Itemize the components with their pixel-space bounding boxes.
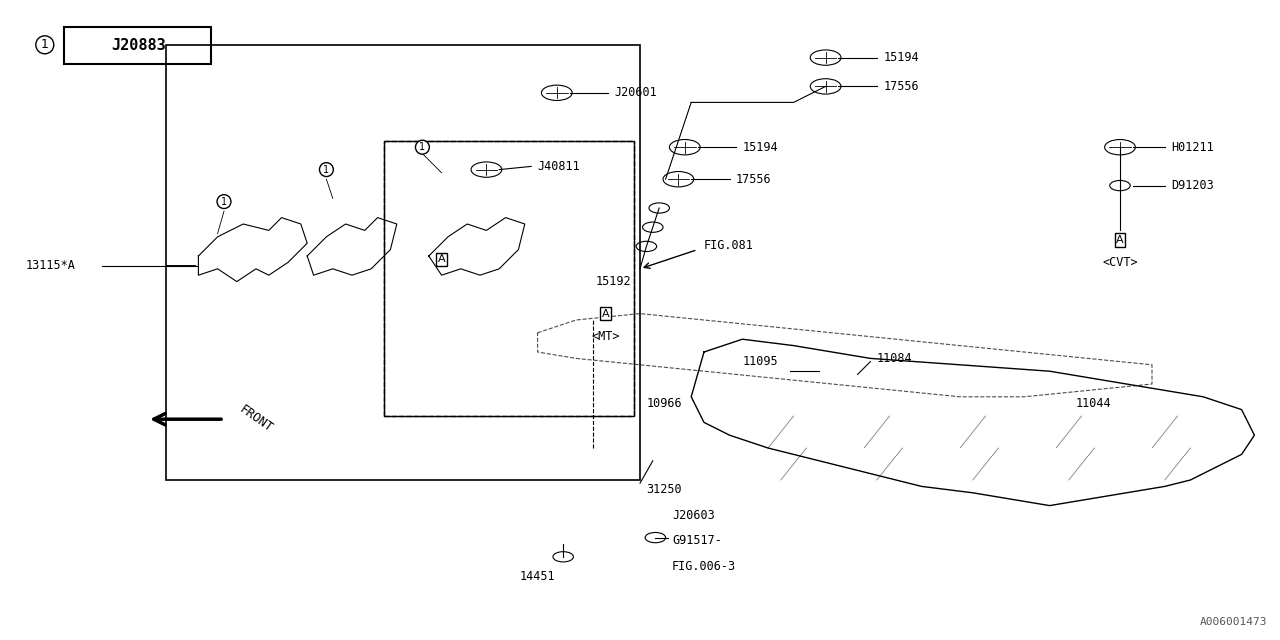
Text: 1: 1 bbox=[221, 196, 227, 207]
Text: D91203: D91203 bbox=[1171, 179, 1213, 192]
Text: 14451: 14451 bbox=[520, 570, 556, 582]
Text: J40811: J40811 bbox=[538, 160, 580, 173]
Text: FRONT: FRONT bbox=[237, 403, 275, 435]
Text: 31250: 31250 bbox=[646, 483, 682, 496]
Text: J20601: J20601 bbox=[614, 86, 657, 99]
Text: 13115*A: 13115*A bbox=[26, 259, 76, 272]
Text: FIG.081: FIG.081 bbox=[704, 239, 754, 252]
Text: 1: 1 bbox=[324, 164, 329, 175]
FancyBboxPatch shape bbox=[64, 27, 211, 64]
Text: 15192: 15192 bbox=[595, 275, 631, 288]
Text: 17556: 17556 bbox=[883, 80, 919, 93]
Text: H01211: H01211 bbox=[1171, 141, 1213, 154]
Text: 11044: 11044 bbox=[1075, 397, 1111, 410]
Text: J20603: J20603 bbox=[672, 509, 714, 522]
Text: A: A bbox=[1116, 235, 1124, 245]
Text: <CVT>: <CVT> bbox=[1102, 256, 1138, 269]
Text: 1: 1 bbox=[420, 142, 425, 152]
Text: 17556: 17556 bbox=[736, 173, 772, 186]
Text: <MT>: <MT> bbox=[591, 330, 620, 342]
Text: A: A bbox=[438, 254, 445, 264]
Text: 15194: 15194 bbox=[883, 51, 919, 64]
Text: 1: 1 bbox=[41, 38, 49, 51]
Text: 11095: 11095 bbox=[742, 355, 778, 368]
Text: J20883: J20883 bbox=[111, 38, 165, 53]
Text: G91517-: G91517- bbox=[672, 534, 722, 547]
Text: A006001473: A006001473 bbox=[1199, 617, 1267, 627]
Text: FIG.006-3: FIG.006-3 bbox=[672, 560, 736, 573]
Text: A: A bbox=[602, 308, 609, 319]
Text: 15194: 15194 bbox=[742, 141, 778, 154]
Text: 11084: 11084 bbox=[877, 352, 913, 365]
Text: 10966: 10966 bbox=[646, 397, 682, 410]
